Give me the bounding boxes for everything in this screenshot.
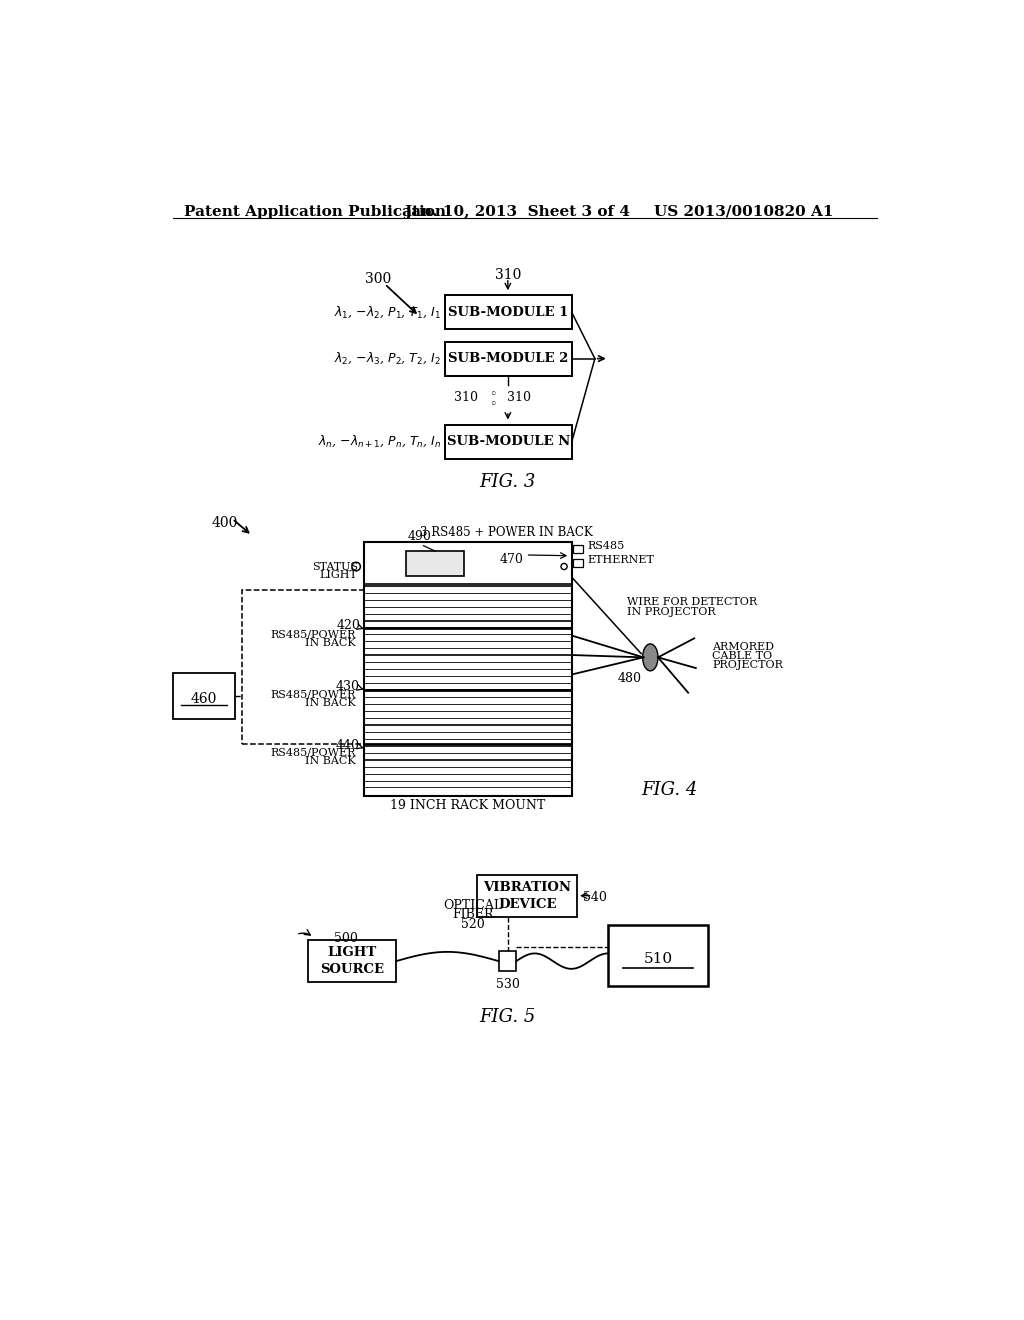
Text: Jan. 10, 2013  Sheet 3 of 4: Jan. 10, 2013 Sheet 3 of 4 bbox=[403, 205, 630, 219]
Text: SUB-MODULE 2: SUB-MODULE 2 bbox=[449, 352, 568, 366]
Text: IN PROJECTOR: IN PROJECTOR bbox=[628, 607, 716, 616]
Text: 440: 440 bbox=[336, 739, 360, 751]
Text: FIBER: FIBER bbox=[453, 908, 494, 921]
Text: SUB-MODULE N: SUB-MODULE N bbox=[446, 436, 570, 449]
Ellipse shape bbox=[643, 644, 658, 671]
Text: RS485/POWER: RS485/POWER bbox=[270, 630, 355, 639]
Bar bbox=[572, 558, 584, 566]
Text: ◦: ◦ bbox=[488, 399, 497, 412]
Bar bbox=[407, 552, 464, 576]
Text: 520: 520 bbox=[462, 917, 485, 931]
Text: 500: 500 bbox=[334, 932, 357, 945]
Text: SUB-MODULE 1: SUB-MODULE 1 bbox=[449, 306, 568, 319]
Bar bbox=[364, 543, 571, 796]
Bar bbox=[500, 952, 516, 972]
Bar bbox=[307, 940, 396, 982]
Text: 530: 530 bbox=[496, 978, 520, 991]
Text: STATUS: STATUS bbox=[311, 562, 357, 572]
Bar bbox=[444, 425, 571, 459]
Text: ETHERNET: ETHERNET bbox=[587, 556, 654, 565]
Text: FIG. 5: FIG. 5 bbox=[479, 1008, 536, 1026]
Text: 470: 470 bbox=[500, 553, 523, 566]
Text: ◦: ◦ bbox=[488, 388, 497, 401]
Text: 19 INCH RACK MOUNT: 19 INCH RACK MOUNT bbox=[390, 799, 546, 812]
Text: VIBRATION
DEVICE: VIBRATION DEVICE bbox=[483, 880, 571, 911]
Text: $\lambda_n$, $-\lambda_{n+1}$, $P_n$, $T_n$, $I_n$: $\lambda_n$, $-\lambda_{n+1}$, $P_n$, $T… bbox=[317, 434, 441, 450]
Text: 460: 460 bbox=[190, 692, 217, 706]
Text: RS485/POWER: RS485/POWER bbox=[270, 689, 355, 700]
Bar bbox=[173, 673, 234, 719]
Bar bbox=[572, 545, 584, 553]
Text: 490: 490 bbox=[408, 531, 432, 544]
Text: US 2013/0010820 A1: US 2013/0010820 A1 bbox=[654, 205, 834, 219]
Text: FIG. 4: FIG. 4 bbox=[641, 781, 697, 799]
Text: RS485: RS485 bbox=[587, 541, 625, 550]
Text: FIG. 3: FIG. 3 bbox=[479, 473, 536, 491]
Bar bbox=[444, 342, 571, 376]
Text: IN BACK: IN BACK bbox=[305, 698, 355, 708]
Text: IN BACK: IN BACK bbox=[305, 638, 355, 648]
Text: 310: 310 bbox=[508, 391, 531, 404]
Text: Patent Application Publication: Patent Application Publication bbox=[184, 205, 446, 219]
Bar bbox=[243, 590, 364, 743]
Text: $\lambda_2$, $-\lambda_3$, $P_2$, $T_2$, $I_2$: $\lambda_2$, $-\lambda_3$, $P_2$, $T_2$,… bbox=[334, 351, 441, 367]
Text: PROJECTOR: PROJECTOR bbox=[712, 660, 782, 671]
Text: $\lambda_1$, $-\lambda_2$, $P_1$, $T_1$, $I_1$: $\lambda_1$, $-\lambda_2$, $P_1$, $T_1$,… bbox=[334, 305, 441, 321]
Text: 420: 420 bbox=[336, 619, 360, 632]
Text: LIGHT: LIGHT bbox=[319, 570, 357, 581]
Text: 300: 300 bbox=[366, 272, 391, 286]
Text: 400: 400 bbox=[211, 516, 238, 531]
Bar bbox=[444, 296, 571, 330]
Text: OPTICAL: OPTICAL bbox=[443, 899, 503, 912]
Bar bbox=[608, 924, 708, 986]
Text: 310: 310 bbox=[454, 391, 477, 404]
Text: 310: 310 bbox=[495, 268, 521, 281]
Text: 480: 480 bbox=[617, 672, 641, 685]
Text: 540: 540 bbox=[584, 891, 607, 904]
Text: CABLE TO: CABLE TO bbox=[712, 651, 772, 661]
Text: WIRE FOR DETECTOR: WIRE FOR DETECTOR bbox=[628, 597, 758, 607]
Text: LIGHT
SOURCE: LIGHT SOURCE bbox=[319, 946, 384, 975]
Text: 430: 430 bbox=[336, 680, 360, 693]
Text: 3 RS485 + POWER IN BACK: 3 RS485 + POWER IN BACK bbox=[420, 525, 593, 539]
Text: 510: 510 bbox=[643, 952, 673, 966]
Text: RS485/POWER: RS485/POWER bbox=[270, 748, 355, 758]
Text: IN BACK: IN BACK bbox=[305, 756, 355, 767]
Bar bbox=[477, 874, 578, 917]
Text: ARMORED: ARMORED bbox=[712, 642, 774, 652]
